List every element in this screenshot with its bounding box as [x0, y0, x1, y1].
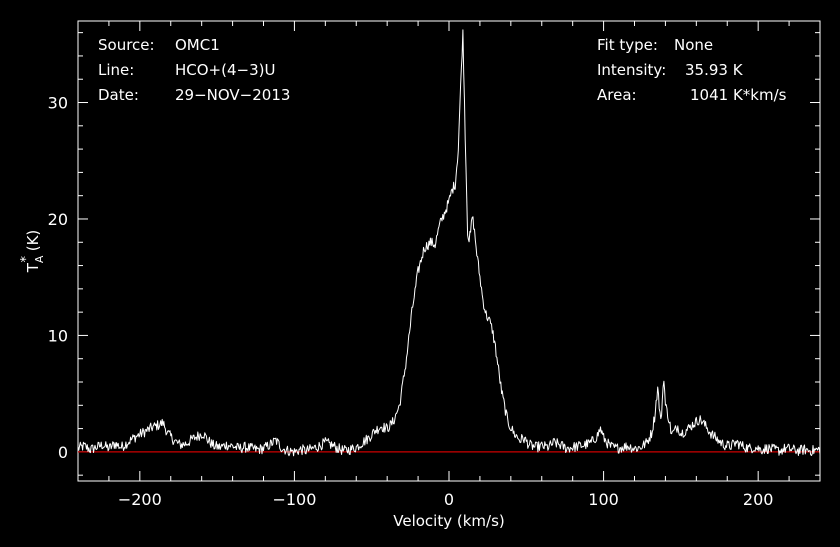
- date-label: Date:: [98, 86, 139, 104]
- line-label: Line:: [98, 61, 134, 79]
- y-axis-label-main: T: [24, 262, 42, 273]
- x-tick-label: 0: [444, 490, 454, 509]
- y-axis-label-superscript: *: [19, 256, 34, 263]
- area-label: Area:: [597, 86, 637, 104]
- fit-type-value: None: [674, 36, 713, 54]
- x-axis-label: Velocity (km/s): [393, 512, 504, 530]
- fit-type-label: Fit type:: [597, 36, 658, 54]
- intensity-label: Intensity:: [597, 61, 666, 79]
- y-tick-label: 10: [48, 326, 68, 345]
- spectrum-series-line: [77, 29, 821, 457]
- date-value: 29−NOV−2013: [175, 86, 290, 104]
- y-axis-label: TA* (K): [19, 230, 46, 274]
- y-tick-label: 30: [48, 94, 68, 113]
- x-tick-label: −100: [272, 490, 316, 509]
- y-axis-label-subscript: A: [33, 255, 46, 263]
- y-tick-label: 0: [58, 443, 68, 462]
- y-tick-label: 20: [48, 210, 68, 229]
- x-tick-label: −200: [118, 490, 162, 509]
- axis-tick-labels: −200 −100 0 100 200 0 10 20 30: [48, 94, 774, 509]
- svg-text:TA* (K): TA* (K): [19, 230, 46, 274]
- x-tick-label: 100: [588, 490, 619, 509]
- axis-ticks: [77, 21, 821, 481]
- area-value: 1041 K*km/s: [690, 86, 787, 104]
- y-axis-label-unit: (K): [24, 230, 42, 256]
- x-tick-label: 200: [743, 490, 774, 509]
- intensity-value: 35.93 K: [685, 61, 744, 79]
- source-label: Source:: [98, 36, 155, 54]
- line-value: HCO+(4−3)U: [175, 61, 275, 79]
- source-value: OMC1: [175, 36, 220, 54]
